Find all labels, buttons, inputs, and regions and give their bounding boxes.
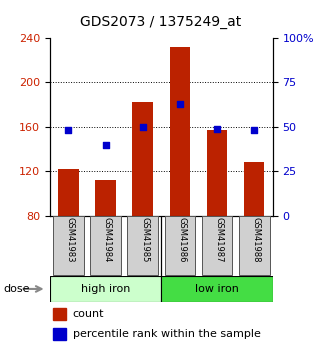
- FancyBboxPatch shape: [165, 216, 195, 275]
- Point: [103, 142, 108, 147]
- Point: [177, 101, 182, 107]
- Bar: [133, 102, 153, 305]
- Bar: [53, 308, 66, 320]
- FancyBboxPatch shape: [53, 216, 83, 275]
- Text: percentile rank within the sample: percentile rank within the sample: [73, 329, 261, 339]
- FancyBboxPatch shape: [90, 216, 121, 275]
- Text: GSM41986: GSM41986: [177, 217, 186, 263]
- Text: GSM41987: GSM41987: [214, 217, 223, 263]
- FancyBboxPatch shape: [202, 216, 232, 275]
- Text: GDS2073 / 1375249_at: GDS2073 / 1375249_at: [80, 15, 241, 29]
- Bar: [95, 180, 116, 305]
- Bar: [50, 276, 161, 302]
- Bar: [58, 169, 79, 305]
- Bar: [161, 276, 273, 302]
- Bar: [53, 328, 66, 340]
- Bar: [244, 162, 265, 305]
- Text: count: count: [73, 309, 104, 319]
- Bar: [207, 130, 227, 305]
- FancyBboxPatch shape: [127, 216, 158, 275]
- Text: low iron: low iron: [195, 284, 239, 294]
- Text: dose: dose: [3, 284, 30, 294]
- Point: [252, 128, 257, 133]
- Text: GSM41983: GSM41983: [66, 217, 75, 263]
- Point: [66, 128, 71, 133]
- Text: high iron: high iron: [81, 284, 130, 294]
- Point: [140, 124, 145, 129]
- Point: [214, 126, 220, 131]
- FancyBboxPatch shape: [239, 216, 270, 275]
- Text: GSM41985: GSM41985: [140, 217, 149, 263]
- Text: GSM41988: GSM41988: [252, 217, 261, 263]
- Text: GSM41984: GSM41984: [103, 217, 112, 263]
- Bar: [170, 47, 190, 305]
